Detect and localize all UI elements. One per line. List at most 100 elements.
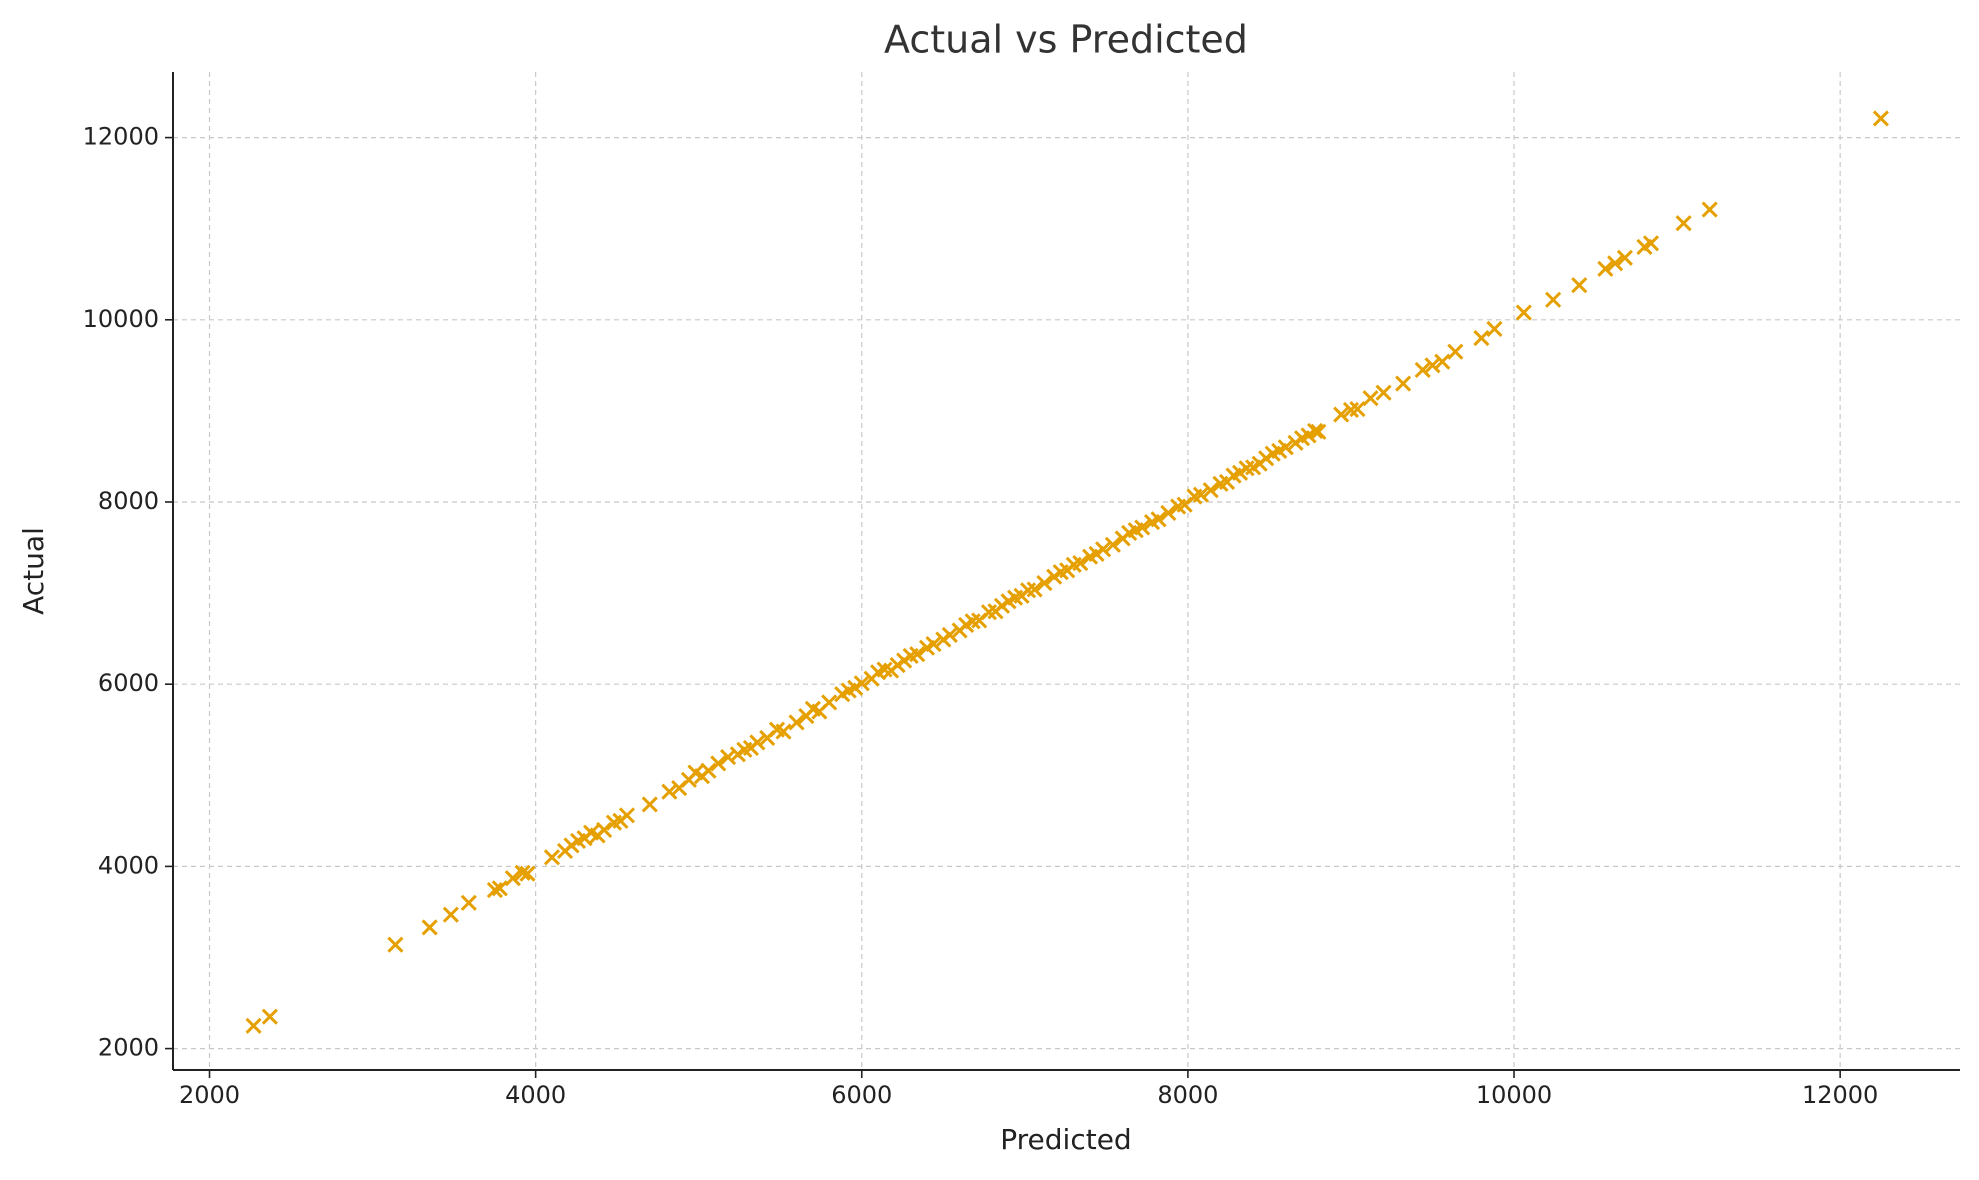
marker-stroke [1362,390,1379,407]
data-point [1160,504,1177,521]
data-point [1362,390,1379,407]
data-point [749,734,766,751]
data-point [925,636,942,653]
marker-stroke [710,755,727,772]
marker-stroke [1616,249,1633,266]
data-point [641,796,658,813]
data-point [1395,375,1412,392]
y-tick-label: 8000 [98,487,159,515]
marker-stroke [925,636,942,653]
data-point [514,864,531,881]
data-point [1675,215,1692,232]
x-tick-label: 12000 [1802,1081,1878,1109]
data-point [1192,486,1210,503]
marker-stroke [387,936,404,953]
y-tick-label: 6000 [98,669,159,697]
data-point [788,714,805,731]
data-point [1202,482,1219,499]
data-point [1095,541,1112,558]
x-tick-label: 4000 [505,1081,566,1109]
data-point [1072,554,1089,572]
marker-stroke [661,783,678,800]
marker-stroke [1104,536,1121,553]
marker-stroke [1675,215,1692,232]
marker-stroke [543,849,561,866]
data-point [519,865,536,882]
data-point [1607,255,1624,272]
data-point [1310,423,1327,440]
data-point [1277,439,1294,456]
data-point [1434,353,1451,370]
data-point [442,906,459,923]
data-point [1104,536,1121,553]
marker-stroke [941,626,958,644]
data-point [1515,304,1532,321]
marker-stroke [1515,304,1532,321]
marker-stroke [720,749,737,766]
marker-stroke [1072,554,1089,572]
marker-stroke [618,807,636,824]
data-point [1349,401,1366,418]
data-point [1414,361,1431,378]
x-tick-label: 8000 [1157,1081,1218,1109]
marker-stroke [261,1008,278,1025]
marker-stroke [245,1017,262,1034]
marker-stroke [853,675,870,692]
data-point [543,849,561,866]
marker-stroke [1310,423,1327,440]
marker-stroke [1160,504,1177,521]
marker-stroke [1447,343,1464,360]
x-tick-label: 2000 [179,1081,240,1109]
data-point [387,936,404,953]
marker-stroke [821,694,838,711]
data-point [941,626,958,644]
marker-stroke [583,824,600,841]
marker-stroke [876,661,893,678]
marker-stroke [1026,581,1043,598]
marker-stroke [788,714,805,731]
marker-stroke [1349,401,1366,418]
data-point [460,894,477,911]
data-point [1473,329,1490,347]
data-point [421,919,438,936]
marker-stroke [1597,260,1614,277]
x-tick-label: 10000 [1476,1081,1552,1109]
y-tick-label: 10000 [83,305,159,333]
marker-stroke [1150,511,1167,528]
data-point [821,694,838,711]
marker-stroke [1473,329,1490,347]
marker-stroke [1434,353,1451,370]
marker-stroke [1424,357,1441,374]
marker-stroke [519,865,536,882]
data-point [261,1008,278,1025]
marker-stroke [1202,482,1219,499]
data-point [1545,291,1562,308]
y-axis-label: Actual [17,527,50,615]
marker-stroke [1872,110,1889,127]
data-point [1026,581,1043,598]
marker-stroke [504,870,521,887]
data-point [720,749,737,766]
data-point [909,646,926,663]
marker-stroke [1571,277,1588,294]
data-point [1036,575,1053,592]
data-point [245,1017,262,1034]
marker-stroke [1192,486,1210,503]
data-point [853,675,870,692]
data-point [1333,406,1350,423]
data-point [1642,235,1660,252]
data-point [1597,260,1614,277]
marker-stroke [1701,201,1718,218]
data-point [1134,519,1151,536]
marker-stroke [909,646,926,663]
marker-stroke [687,764,704,781]
data-point [504,870,521,887]
data-point [1571,277,1588,294]
data-point [775,723,792,740]
marker-stroke [514,864,531,881]
marker-stroke [1134,519,1151,536]
data-point [1424,357,1441,374]
data-point [1486,320,1503,337]
marker-stroke [460,894,477,911]
